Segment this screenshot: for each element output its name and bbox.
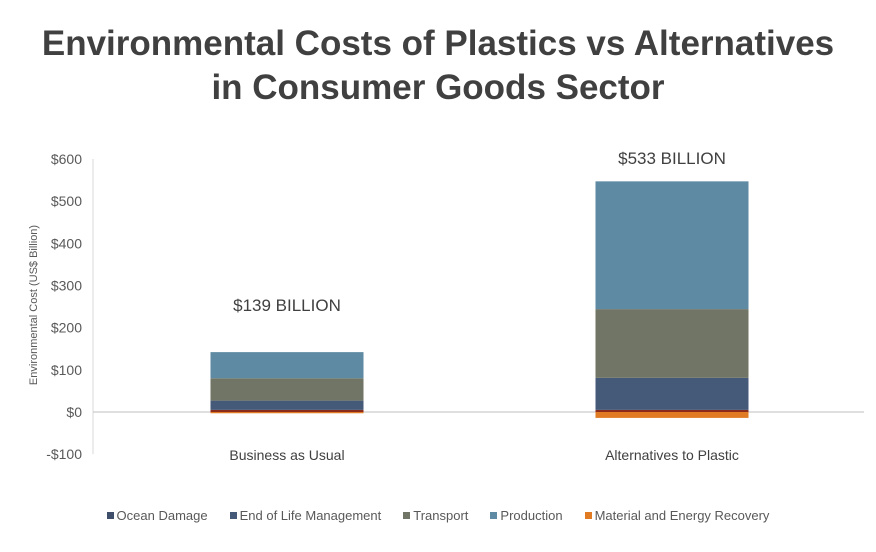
y-tick-label: $300 (51, 278, 82, 294)
y-tick-label: -$100 (46, 446, 82, 462)
legend-item: Production (490, 508, 563, 523)
legend-swatch (229, 512, 237, 519)
legend-label: Transport (413, 508, 469, 523)
legend-label: End of Life Management (239, 508, 382, 523)
bar-segment-end-of-life-management (210, 400, 364, 410)
title-line-1: Environmental Costs of Plastics vs Alter… (41, 24, 835, 63)
y-tick-label: $200 (51, 320, 82, 336)
y-axis-title: Environmental Cost (US$ Billion) (28, 225, 40, 385)
y-tick-label: $100 (51, 362, 82, 378)
legend-swatch (584, 512, 592, 519)
x-tick-label: Alternatives to Plastic (605, 447, 739, 463)
bar-segment-transport (210, 378, 364, 401)
bar-segment-ocean-damage (210, 409, 364, 412)
bar-segment-production (210, 352, 364, 379)
bar-segment-ocean-damage (595, 409, 749, 412)
legend-label: Material and Energy Recovery (594, 508, 770, 523)
y-tick-label: $500 (51, 193, 82, 209)
bar-segment-material-and-energy-recovery (595, 412, 749, 418)
y-tick-label: $400 (51, 235, 82, 251)
legend-swatch (106, 512, 114, 519)
legend-item: End of Life Management (229, 508, 382, 523)
legend-item: Material and Energy Recovery (584, 508, 770, 523)
bar-segment-production (595, 181, 749, 310)
legend-item: Transport (403, 508, 468, 523)
y-tick-label: $600 (51, 151, 82, 167)
bar-segment-material-and-energy-recovery (210, 412, 364, 414)
legend-label: Ocean Damage (116, 508, 208, 523)
legend: Ocean Damage End of Life Management Transp… (0, 508, 876, 523)
total-label: $533 BILLION (618, 149, 726, 168)
title-line-2: in Consumer Goods Sector (211, 68, 665, 107)
legend-swatch (490, 512, 498, 519)
legend-swatch (403, 512, 411, 519)
legend-label: Production (500, 508, 563, 523)
legend-item: Ocean Damage (106, 508, 208, 523)
x-tick-label: Business as Usual (229, 447, 344, 463)
bar-segment-end-of-life-management (595, 377, 749, 410)
total-label: $139 BILLION (233, 296, 341, 315)
bar-segment-transport (595, 309, 749, 378)
chart-title: Environmental Costs of Plastics vs Alter… (0, 22, 876, 110)
y-tick-label: $0 (66, 404, 82, 420)
